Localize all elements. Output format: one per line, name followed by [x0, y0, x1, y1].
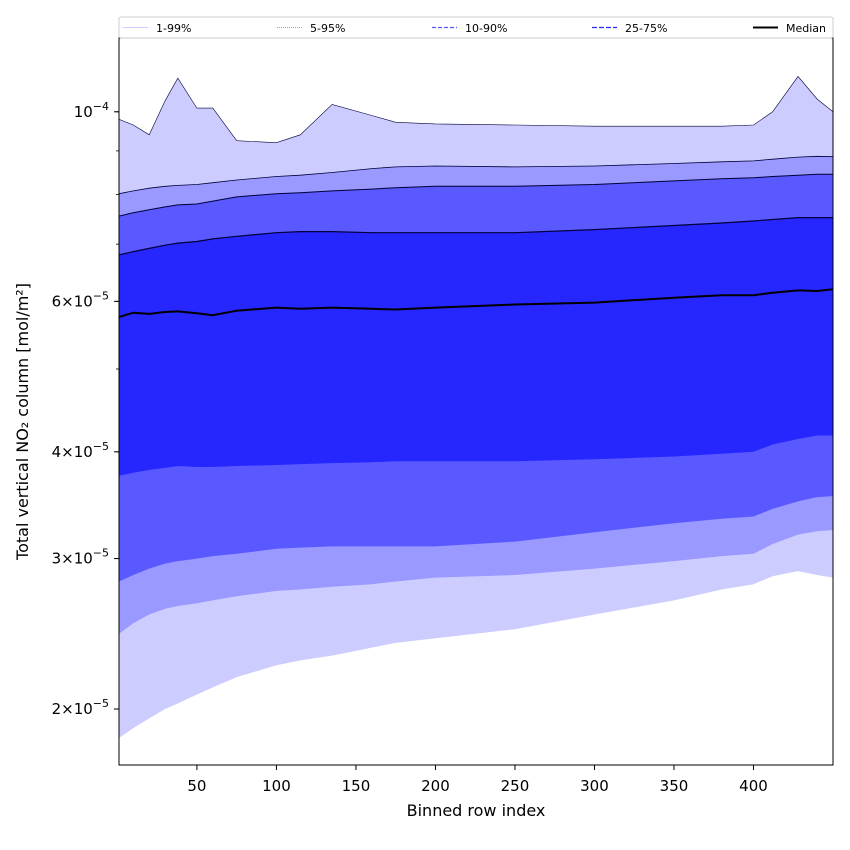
x-tick-label: 350 — [660, 777, 689, 795]
upper-edge-10-90-line — [119, 173, 833, 217]
y-axis-title: Total vertical NO₂ column [mol/m²] — [13, 283, 32, 561]
legend: 1-99% 5-95% 10-90% 25-75% Median — [118, 16, 834, 39]
y-tick-label: 10−4 — [74, 100, 109, 121]
x-tick-label: 400 — [739, 777, 768, 795]
x-axis: 50 100 150 200 250 300 350 400 — [187, 765, 768, 795]
median-line — [119, 288, 833, 319]
legend-label: Median — [786, 22, 826, 35]
x-axis-title: Binned row index — [407, 801, 546, 820]
y-tick-label: 3×10−5 — [52, 547, 109, 568]
x-tick-label: 200 — [421, 777, 450, 795]
legend-label: 1-99% — [156, 22, 191, 35]
bands-group — [119, 76, 833, 738]
y-tick-label: 6×10−5 — [52, 289, 109, 310]
legend-label: 10-90% — [465, 22, 507, 35]
legend-label: 25-75% — [625, 22, 667, 35]
y-axis: 10−4 6×10−5 4×10−5 3×10−5 2×10−5 — [52, 100, 119, 718]
legend-box — [118, 16, 834, 39]
upper-edge-1-99-line — [119, 75, 833, 144]
upper-edge-5-95-line — [119, 155, 833, 195]
legend-label: 5-95% — [310, 22, 345, 35]
band-25-75-pct — [119, 217, 833, 476]
x-tick-label: 50 — [187, 777, 206, 795]
y-tick-label: 2×10−5 — [52, 697, 109, 718]
x-tick-label: 250 — [501, 777, 530, 795]
lines-group — [119, 75, 833, 319]
x-tick-label: 150 — [342, 777, 371, 795]
x-tick-label: 300 — [580, 777, 609, 795]
y-tick-label: 4×10−5 — [52, 440, 109, 461]
upper-edge-25-75-line — [119, 217, 833, 256]
x-tick-label: 100 — [262, 777, 291, 795]
